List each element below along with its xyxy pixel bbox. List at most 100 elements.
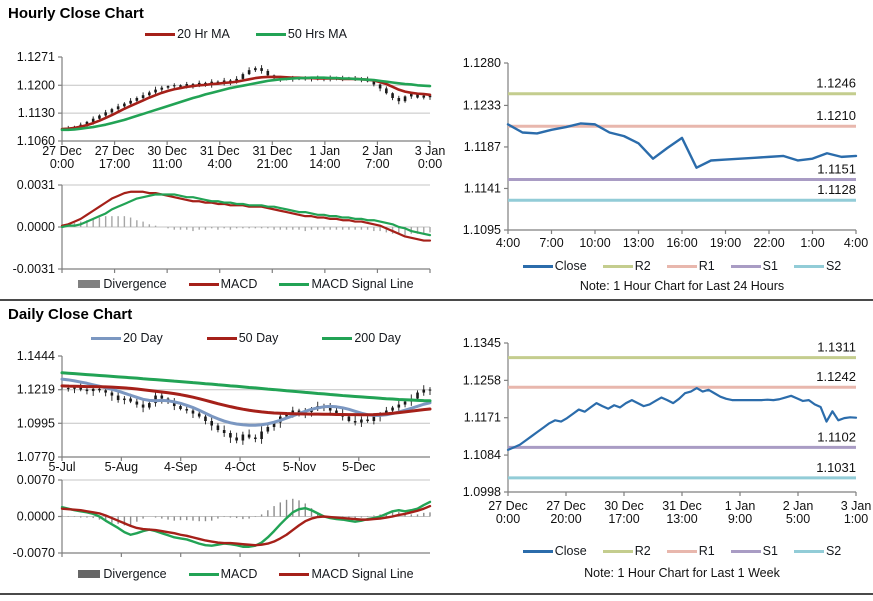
legend-item-s2: S2 [793, 259, 841, 273]
legend-label: R2 [634, 544, 651, 558]
legend-label: 20 Hr MA [177, 27, 230, 41]
candle-body [123, 398, 126, 401]
legend-label: Divergence [103, 277, 167, 291]
x-tick-label: 27 Dec 20:00 [546, 499, 586, 526]
hourly-macd-legend: Divergence MACD MACD Signal Line [60, 277, 432, 291]
candle-body [135, 401, 139, 405]
candle-body [129, 398, 132, 402]
candle-body [85, 121, 89, 125]
legend-label: S1 [762, 259, 778, 273]
candle-body [98, 388, 101, 391]
legend-label: MACD Signal Line [311, 277, 414, 291]
candle-body [241, 434, 245, 441]
candle-body [260, 68, 263, 71]
x-tick-label: 5-Aug [105, 460, 138, 474]
candle-body [385, 88, 388, 94]
candle-body [254, 68, 257, 71]
candle-body [391, 93, 394, 99]
legend-label: MACD [220, 567, 258, 581]
legend-label: 200 Day [354, 331, 401, 345]
series-200-day [60, 371, 432, 403]
candle-body [416, 392, 419, 399]
weekly-legend: Close R2 R1 S1 S2 [506, 544, 858, 558]
x-tick-label: 31 Dec 21:00 [252, 144, 292, 171]
candle-body [328, 407, 332, 411]
legend-item-200-day: 200 Day [322, 331, 401, 345]
legend-item-r1: R1 [666, 259, 715, 273]
candle-body [235, 437, 238, 441]
candle-body [79, 387, 83, 390]
candle-body [222, 430, 226, 434]
candle-body [216, 425, 220, 431]
y-tick-label: 1.0995 [17, 416, 55, 430]
x-tick-label: 10:00 [579, 236, 610, 250]
level-label-r2: 1.1246 [816, 76, 856, 91]
legend-item-macd-signal-line: MACD Signal Line [279, 277, 414, 291]
legend-swatch-s1 [730, 549, 761, 553]
candle-body [104, 112, 107, 116]
candle-body [254, 437, 257, 440]
legend-swatch-macd [188, 282, 219, 286]
legend-label: R2 [634, 259, 651, 273]
hourly-24h-legend: Close R2 R1 S1 S2 [506, 259, 858, 273]
x-tick-label: 5-Dec [342, 460, 375, 474]
candle-body [185, 84, 189, 87]
candle-body [197, 413, 201, 417]
level-label-s2: 1.1128 [817, 182, 856, 197]
x-tick-label: 30 Dec 17:00 [604, 499, 644, 526]
candle-body [397, 404, 401, 408]
y-tick-label: -0.0070 [13, 546, 55, 560]
legend-label: R1 [698, 544, 715, 558]
x-tick-label: 2 Jan 5:00 [783, 499, 814, 526]
section-divider-2 [0, 593, 873, 595]
y-tick-label: 0.0000 [17, 510, 55, 524]
candle-body [229, 433, 232, 438]
legend-label: S1 [762, 544, 778, 558]
legend-swatch-50-day [206, 336, 237, 340]
legend-swatch-s2 [793, 264, 824, 268]
legend-item-close: Close [522, 544, 587, 558]
candle-body [378, 84, 382, 89]
x-tick-label: 16:00 [666, 236, 697, 250]
level-label-s1: 1.1102 [817, 429, 856, 444]
legend-item-macd: MACD [188, 277, 257, 291]
legend-swatch-s2 [793, 549, 824, 553]
candle-body [148, 403, 151, 408]
y-tick-label: 1.1187 [464, 140, 501, 154]
candle-body [372, 416, 376, 422]
weekly-note: Note: 1 Hour Chart for Last 1 Week [584, 566, 780, 580]
x-tick-label: 4-Sep [164, 460, 197, 474]
y-tick-label: 1.1171 [464, 411, 501, 425]
series-macd [60, 500, 432, 548]
candle-body [172, 401, 176, 407]
series-50-day [60, 384, 432, 417]
legend-swatch-s1 [730, 264, 761, 268]
candle-body [116, 395, 120, 401]
candle-body [172, 85, 176, 87]
y-tick-label: 1.1345 [463, 336, 501, 350]
x-tick-label: 4-Oct [225, 460, 256, 474]
candle-body [409, 94, 413, 97]
legend-swatch-close [522, 264, 553, 268]
legend-item-50-day: 50 Day [206, 331, 278, 345]
level-label-s1: 1.1151 [817, 161, 856, 176]
candle-body [160, 87, 164, 90]
candle-body [160, 395, 164, 399]
y-tick-label: 1.1200 [17, 78, 55, 92]
y-tick-label: 1.1219 [17, 383, 55, 397]
legend-label: 20 Day [123, 331, 163, 345]
legend-label: Divergence [103, 567, 167, 581]
candle-body [185, 409, 189, 411]
candle-body [335, 410, 338, 414]
legend-item-r1: R1 [666, 544, 715, 558]
candle-body [266, 70, 270, 76]
y-tick-label: 1.1084 [463, 448, 501, 462]
x-tick-label: 31 Dec 4:00 [200, 144, 240, 171]
legend-swatch-200-day [322, 336, 353, 340]
candle-body [291, 410, 295, 414]
legend-label: Close [554, 259, 587, 273]
series-close [506, 122, 858, 169]
legend-item-50-hrs-ma: 50 Hrs MA [255, 27, 347, 41]
legend-swatch-r1 [666, 264, 697, 268]
x-tick-label: 27 Dec 0:00 [488, 499, 528, 526]
